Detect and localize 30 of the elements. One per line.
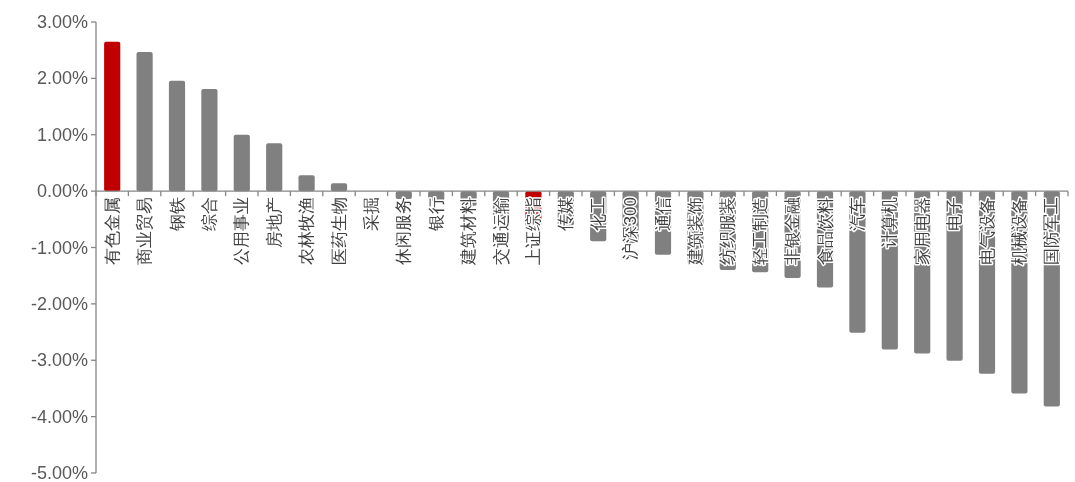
y-tick-label: 2.00%: [36, 68, 88, 89]
x-tick-label: 非银金融: [783, 197, 803, 266]
y-tick-label: -5.00%: [30, 463, 88, 482]
x-tick-label: 有色金属: [102, 197, 122, 266]
x-tick-label: 上证综指: [523, 197, 543, 266]
x-tick-label: 采掘: [361, 197, 381, 232]
y-tick-label: -1.00%: [30, 237, 88, 258]
x-tick-label: 汽车: [847, 197, 867, 232]
x-tick-label: 公用事业: [232, 197, 252, 266]
x-tick-label: 休闲服务: [394, 197, 414, 266]
x-tick-label: 通信: [653, 197, 673, 232]
x-tick-label: 钢铁: [167, 197, 187, 233]
x-tick-label: 化工: [588, 197, 608, 232]
bar: [104, 41, 121, 192]
x-tick-label: 银行: [426, 197, 446, 233]
x-tick-label: 交通运输: [491, 197, 511, 266]
y-tick-label: -3.00%: [30, 350, 88, 371]
y-tick-label: 1.00%: [36, 124, 88, 145]
x-tick-label: 房地产: [264, 197, 284, 249]
x-tick-label: 农林牧渔: [297, 197, 317, 266]
x-tick-label: 电子: [945, 197, 965, 232]
y-tick-label: -4.00%: [30, 406, 88, 427]
x-tick-label: 医药生物: [329, 197, 349, 266]
y-tick-label: 3.00%: [36, 12, 88, 32]
x-tick-label: 综合: [199, 197, 219, 232]
y-tick-label: 0.00%: [36, 181, 88, 202]
x-tick-label: 建筑材料: [459, 197, 479, 267]
y-tick-label: -2.00%: [30, 293, 88, 314]
x-tick-label: 商业贸易: [135, 197, 155, 266]
x-tick-label: 轻工制造: [750, 197, 770, 266]
